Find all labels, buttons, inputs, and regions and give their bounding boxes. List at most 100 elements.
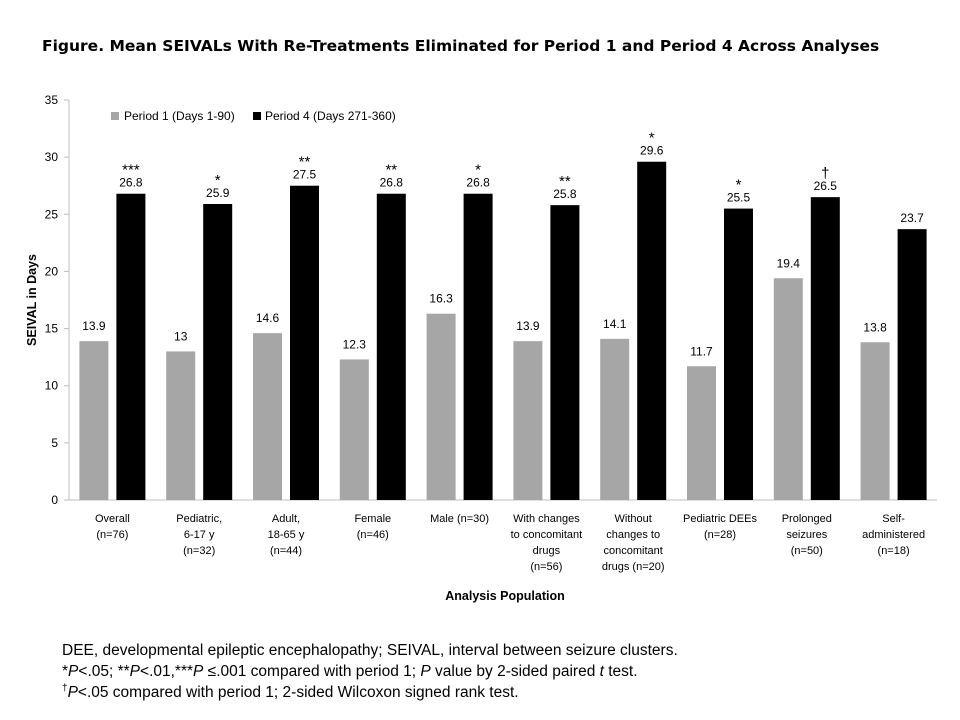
x-category-label: Overall (n=76) <box>95 513 130 541</box>
x-category-label-line: Self- <box>882 513 905 525</box>
x-category-label: Female (n=46) <box>354 513 391 541</box>
x-category-label-line: Prolonged <box>782 513 832 525</box>
legend-swatch-period-1 <box>111 112 119 120</box>
x-category-label: Pediatric, 6-17 y (n=32) <box>176 513 222 557</box>
footnote-significance: *P<.05; **P<.01,***P ≤.001 compared with… <box>62 663 638 680</box>
bar-period-1 <box>79 341 109 500</box>
x-category-label-line: (n=50) <box>791 545 823 557</box>
value-label-period-4: 26.8 <box>119 176 143 190</box>
legend-label-period-4: Period 4 (Days 271-360) <box>265 109 396 123</box>
x-category-label: Without changes to concomitant drugs (n=20) <box>602 513 665 573</box>
x-category-label-line: (n=76) <box>96 529 128 541</box>
bar-period-1 <box>687 366 716 500</box>
bar-period-1 <box>253 333 282 500</box>
significance-marker: * <box>736 177 742 194</box>
x-category-label-line: to concomitant <box>511 529 583 541</box>
significance-marker: *** <box>122 162 140 179</box>
legend-swatch-period-4 <box>253 112 261 120</box>
x-category-label-line: Pediatric, <box>176 513 222 525</box>
x-category-label-line: Overall <box>95 513 130 525</box>
x-category-label-line: seizures <box>786 529 827 541</box>
value-label-period-4: 26.8 <box>466 176 490 190</box>
y-tick-label: 35 <box>45 93 59 107</box>
bar-period-4 <box>724 208 753 501</box>
significance-marker: * <box>215 172 221 189</box>
y-tick-label: 0 <box>51 493 58 507</box>
value-label-period-4: 27.5 <box>293 168 317 182</box>
footnotes: DEE, developmental epileptic encephalopa… <box>62 640 678 703</box>
x-category-label-line: concomitant <box>604 545 663 557</box>
value-label-period-1: 13.9 <box>516 319 540 333</box>
y-tick-label: 30 <box>45 150 59 164</box>
x-category-label-line: drugs (n=20) <box>602 561 665 573</box>
x-category-label: Adult, 18-65 y (n=44) <box>268 513 305 557</box>
x-axis-categories: Overall (n=76) Pediatric, 6-17 y (n=32) Adult… <box>95 513 925 573</box>
bar-period-4 <box>550 205 580 500</box>
bar-period-1 <box>426 313 456 500</box>
value-label-period-4: 25.5 <box>727 191 751 205</box>
value-label-period-1: 13 <box>174 329 188 343</box>
bar-period-4 <box>116 193 146 500</box>
y-tick-label: 5 <box>51 436 58 450</box>
y-tick-label: 25 <box>45 207 59 221</box>
value-label-period-4: 26.8 <box>380 176 404 190</box>
x-category-label-line: With changes <box>513 513 580 525</box>
bar-period-4 <box>810 197 840 500</box>
value-label-period-4: 26.5 <box>814 179 838 193</box>
bar-period-1 <box>773 278 803 500</box>
x-category-label: Prolonged seizures (n=50) <box>782 513 832 557</box>
data-labels: 13.926.8***1325.9*14.627.5**12.326.8**16… <box>82 130 924 359</box>
x-category-label-line: Male (n=30) <box>430 513 489 525</box>
footnote-wilcoxon: †P<.05 compared with period 1; 2-sided W… <box>62 682 519 701</box>
legend-label-period-1: Period 1 (Days 1-90) <box>124 109 235 123</box>
value-label-period-1: 11.7 <box>690 344 713 358</box>
significance-marker: ** <box>299 154 311 171</box>
value-label-period-4: 29.6 <box>640 144 664 158</box>
x-category-label-line: (n=32) <box>183 545 215 557</box>
x-category-label-line: Female <box>354 513 391 525</box>
x-category-label-line: (n=46) <box>357 529 389 541</box>
y-tick-label: 20 <box>45 264 59 278</box>
x-category-label-line: administered <box>862 529 925 541</box>
value-label-period-1: 12.3 <box>343 337 367 351</box>
y-tick-label: 15 <box>45 322 59 336</box>
value-label-period-1: 13.8 <box>863 320 887 334</box>
x-category-label-line: (n=44) <box>270 545 302 557</box>
significance-marker: * <box>649 130 655 147</box>
x-category-label-line: 18-65 y <box>268 529 305 541</box>
value-label-period-4: 23.7 <box>900 211 924 225</box>
bar-period-4 <box>897 229 927 500</box>
legend: Period 1 (Days 1-90) Period 4 (Days 271-3… <box>111 109 396 123</box>
x-category-label-line: (n=56) <box>530 561 562 573</box>
bar-period-1 <box>513 341 543 500</box>
significance-marker: ** <box>559 173 571 190</box>
bar-period-1 <box>860 342 890 500</box>
value-label-period-1: 14.1 <box>603 317 627 331</box>
bar-period-4 <box>376 193 406 500</box>
bars <box>79 161 927 501</box>
significance-marker: † <box>821 165 829 182</box>
bar-period-1 <box>600 338 630 500</box>
bar-period-4 <box>203 204 233 500</box>
x-category-label-line: changes to <box>606 529 660 541</box>
figure-title: Figure. Mean SEIVALs With Re-Treatments … <box>42 37 880 55</box>
x-category-label-line: Pediatric DEEs <box>683 513 757 525</box>
value-label-period-1: 14.6 <box>256 311 280 325</box>
x-category-label-line: drugs <box>533 545 561 557</box>
x-category-label-line: 6-17 y <box>184 529 215 541</box>
significance-marker: * <box>475 162 481 179</box>
x-category-label-line: (n=28) <box>704 529 736 541</box>
value-label-period-4: 25.8 <box>553 187 577 201</box>
y-tick-label: 10 <box>45 379 59 393</box>
x-category-label-line: Adult, <box>272 513 300 525</box>
x-axis-title: Analysis Population <box>445 589 564 603</box>
value-label-period-4: 25.9 <box>206 186 230 200</box>
significance-marker: ** <box>385 162 397 179</box>
bar-period-1 <box>339 359 369 500</box>
x-category-label: Self-administered (n=18) <box>862 513 925 557</box>
value-label-period-1: 16.3 <box>429 292 453 306</box>
bar-period-1 <box>166 351 196 500</box>
bar-period-4 <box>290 185 319 500</box>
x-category-label: With changes to concomitant drugs (n=56) <box>511 513 583 573</box>
